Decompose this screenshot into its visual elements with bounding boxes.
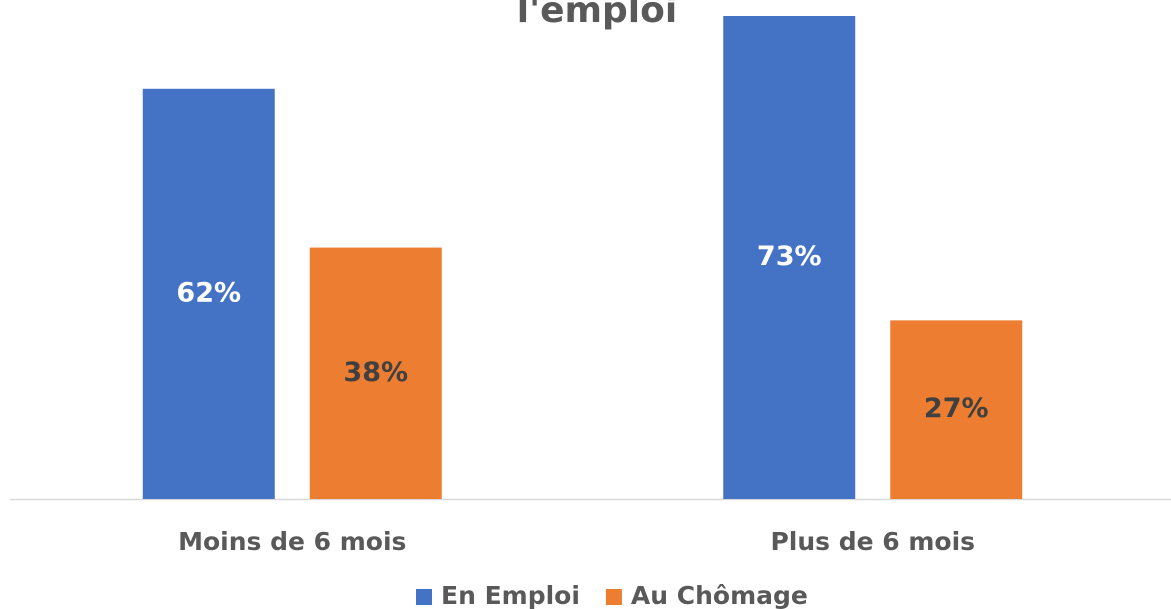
bar [142, 88, 275, 499]
chart-title: l'emploi [517, 0, 677, 31]
data-label: 73% [757, 241, 822, 272]
bar [723, 16, 856, 499]
legend-label: En Emploi [441, 581, 580, 609]
x-tick-label: Plus de 6 mois [770, 527, 975, 556]
data-label: 62% [176, 277, 241, 308]
data-label: 38% [343, 357, 408, 388]
bar [309, 247, 442, 499]
x-tick-label: Moins de 6 mois [178, 527, 406, 556]
legend-label: Au Chômage [631, 581, 808, 609]
legend-swatch [605, 589, 622, 605]
bar [890, 320, 1023, 499]
data-label: 27% [924, 393, 989, 424]
legend-swatch [416, 589, 432, 605]
